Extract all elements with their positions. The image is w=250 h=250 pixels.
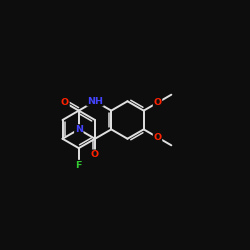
Text: O: O xyxy=(91,150,99,159)
Text: F: F xyxy=(76,160,82,170)
Text: N: N xyxy=(75,125,83,134)
Text: O: O xyxy=(154,98,162,107)
Text: NH: NH xyxy=(87,97,103,106)
Text: O: O xyxy=(61,98,69,107)
Text: O: O xyxy=(154,133,162,142)
